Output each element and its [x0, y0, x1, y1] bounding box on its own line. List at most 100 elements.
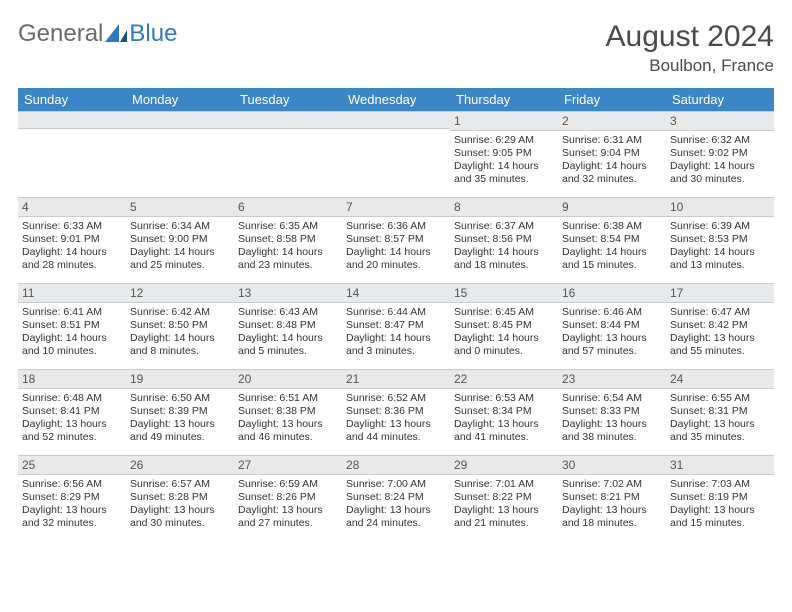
day-number: 23 [558, 369, 666, 389]
day-content: Sunrise: 6:50 AMSunset: 8:39 PMDaylight:… [126, 389, 234, 451]
day-number: 3 [666, 111, 774, 131]
day-content: Sunrise: 6:46 AMSunset: 8:44 PMDaylight:… [558, 303, 666, 365]
day-number: 11 [18, 283, 126, 303]
logo: General Blue [18, 20, 177, 48]
weekday-header: Saturday [666, 88, 774, 111]
day-content: Sunrise: 6:39 AMSunset: 8:53 PMDaylight:… [666, 217, 774, 279]
calendar-day-cell: 20Sunrise: 6:51 AMSunset: 8:38 PMDayligh… [234, 369, 342, 455]
calendar-day-cell [126, 111, 234, 197]
calendar-day-cell: 4Sunrise: 6:33 AMSunset: 9:01 PMDaylight… [18, 197, 126, 283]
day-number: 14 [342, 283, 450, 303]
calendar-day-cell: 8Sunrise: 6:37 AMSunset: 8:56 PMDaylight… [450, 197, 558, 283]
day-number: 15 [450, 283, 558, 303]
weekday-header: Friday [558, 88, 666, 111]
day-content: Sunrise: 6:53 AMSunset: 8:34 PMDaylight:… [450, 389, 558, 451]
day-number: 25 [18, 455, 126, 475]
logo-sail-icon [105, 24, 127, 44]
day-content: Sunrise: 6:56 AMSunset: 8:29 PMDaylight:… [18, 475, 126, 537]
calendar-day-cell: 6Sunrise: 6:35 AMSunset: 8:58 PMDaylight… [234, 197, 342, 283]
calendar-day-cell: 15Sunrise: 6:45 AMSunset: 8:45 PMDayligh… [450, 283, 558, 369]
calendar-day-cell: 19Sunrise: 6:50 AMSunset: 8:39 PMDayligh… [126, 369, 234, 455]
day-content: Sunrise: 6:54 AMSunset: 8:33 PMDaylight:… [558, 389, 666, 451]
calendar-day-cell: 14Sunrise: 6:44 AMSunset: 8:47 PMDayligh… [342, 283, 450, 369]
day-content: Sunrise: 6:36 AMSunset: 8:57 PMDaylight:… [342, 217, 450, 279]
day-content: Sunrise: 6:45 AMSunset: 8:45 PMDaylight:… [450, 303, 558, 365]
day-number: 19 [126, 369, 234, 389]
month-title: August 2024 [606, 20, 774, 54]
day-number: 4 [18, 197, 126, 217]
title-block: August 2024 Boulbon, France [606, 20, 774, 76]
calendar-day-cell: 28Sunrise: 7:00 AMSunset: 8:24 PMDayligh… [342, 455, 450, 541]
weekday-header-row: SundayMondayTuesdayWednesdayThursdayFrid… [18, 88, 774, 111]
calendar-table: SundayMondayTuesdayWednesdayThursdayFrid… [18, 88, 774, 541]
calendar-day-cell: 12Sunrise: 6:42 AMSunset: 8:50 PMDayligh… [126, 283, 234, 369]
day-content: Sunrise: 6:51 AMSunset: 8:38 PMDaylight:… [234, 389, 342, 451]
calendar-day-cell: 29Sunrise: 7:01 AMSunset: 8:22 PMDayligh… [450, 455, 558, 541]
calendar-week-row: 25Sunrise: 6:56 AMSunset: 8:29 PMDayligh… [18, 455, 774, 541]
calendar-day-cell: 21Sunrise: 6:52 AMSunset: 8:36 PMDayligh… [342, 369, 450, 455]
day-number: 28 [342, 455, 450, 475]
day-number: 26 [126, 455, 234, 475]
day-number: 18 [18, 369, 126, 389]
calendar-day-cell: 2Sunrise: 6:31 AMSunset: 9:04 PMDaylight… [558, 111, 666, 197]
calendar-day-cell: 31Sunrise: 7:03 AMSunset: 8:19 PMDayligh… [666, 455, 774, 541]
day-content: Sunrise: 6:47 AMSunset: 8:42 PMDaylight:… [666, 303, 774, 365]
calendar-body: 1Sunrise: 6:29 AMSunset: 9:05 PMDaylight… [18, 111, 774, 541]
calendar-day-cell: 11Sunrise: 6:41 AMSunset: 8:51 PMDayligh… [18, 283, 126, 369]
calendar-day-cell [18, 111, 126, 197]
day-number: 24 [666, 369, 774, 389]
empty-day-bar [234, 111, 342, 129]
location-label: Boulbon, France [606, 56, 774, 76]
day-content: Sunrise: 6:33 AMSunset: 9:01 PMDaylight:… [18, 217, 126, 279]
calendar-day-cell: 18Sunrise: 6:48 AMSunset: 8:41 PMDayligh… [18, 369, 126, 455]
logo-text-blue: Blue [129, 20, 177, 48]
day-number: 7 [342, 197, 450, 217]
logo-text-general: General [18, 20, 103, 48]
calendar-day-cell: 5Sunrise: 6:34 AMSunset: 9:00 PMDaylight… [126, 197, 234, 283]
calendar-day-cell: 1Sunrise: 6:29 AMSunset: 9:05 PMDaylight… [450, 111, 558, 197]
day-number: 30 [558, 455, 666, 475]
calendar-day-cell: 10Sunrise: 6:39 AMSunset: 8:53 PMDayligh… [666, 197, 774, 283]
day-content: Sunrise: 7:01 AMSunset: 8:22 PMDaylight:… [450, 475, 558, 537]
calendar-day-cell: 25Sunrise: 6:56 AMSunset: 8:29 PMDayligh… [18, 455, 126, 541]
day-content: Sunrise: 6:32 AMSunset: 9:02 PMDaylight:… [666, 131, 774, 193]
day-number: 5 [126, 197, 234, 217]
day-number: 27 [234, 455, 342, 475]
day-content: Sunrise: 6:59 AMSunset: 8:26 PMDaylight:… [234, 475, 342, 537]
empty-day-bar [18, 111, 126, 129]
calendar-day-cell: 17Sunrise: 6:47 AMSunset: 8:42 PMDayligh… [666, 283, 774, 369]
calendar-day-cell: 30Sunrise: 7:02 AMSunset: 8:21 PMDayligh… [558, 455, 666, 541]
day-content: Sunrise: 6:35 AMSunset: 8:58 PMDaylight:… [234, 217, 342, 279]
calendar-day-cell: 13Sunrise: 6:43 AMSunset: 8:48 PMDayligh… [234, 283, 342, 369]
calendar-week-row: 11Sunrise: 6:41 AMSunset: 8:51 PMDayligh… [18, 283, 774, 369]
weekday-header: Thursday [450, 88, 558, 111]
day-number: 9 [558, 197, 666, 217]
day-number: 1 [450, 111, 558, 131]
day-number: 13 [234, 283, 342, 303]
empty-day-bar [342, 111, 450, 129]
day-number: 20 [234, 369, 342, 389]
day-content: Sunrise: 7:02 AMSunset: 8:21 PMDaylight:… [558, 475, 666, 537]
calendar-day-cell: 27Sunrise: 6:59 AMSunset: 8:26 PMDayligh… [234, 455, 342, 541]
day-content: Sunrise: 6:34 AMSunset: 9:00 PMDaylight:… [126, 217, 234, 279]
day-number: 17 [666, 283, 774, 303]
day-content: Sunrise: 6:41 AMSunset: 8:51 PMDaylight:… [18, 303, 126, 365]
day-number: 29 [450, 455, 558, 475]
day-content: Sunrise: 6:52 AMSunset: 8:36 PMDaylight:… [342, 389, 450, 451]
calendar-day-cell: 24Sunrise: 6:55 AMSunset: 8:31 PMDayligh… [666, 369, 774, 455]
day-content: Sunrise: 6:57 AMSunset: 8:28 PMDaylight:… [126, 475, 234, 537]
day-content: Sunrise: 6:55 AMSunset: 8:31 PMDaylight:… [666, 389, 774, 451]
day-number: 8 [450, 197, 558, 217]
day-number: 2 [558, 111, 666, 131]
day-number: 31 [666, 455, 774, 475]
empty-day-bar [126, 111, 234, 129]
calendar-day-cell: 9Sunrise: 6:38 AMSunset: 8:54 PMDaylight… [558, 197, 666, 283]
day-content: Sunrise: 6:38 AMSunset: 8:54 PMDaylight:… [558, 217, 666, 279]
day-content: Sunrise: 6:44 AMSunset: 8:47 PMDaylight:… [342, 303, 450, 365]
weekday-header: Sunday [18, 88, 126, 111]
calendar-day-cell [234, 111, 342, 197]
calendar-week-row: 18Sunrise: 6:48 AMSunset: 8:41 PMDayligh… [18, 369, 774, 455]
calendar-day-cell: 23Sunrise: 6:54 AMSunset: 8:33 PMDayligh… [558, 369, 666, 455]
day-number: 6 [234, 197, 342, 217]
page-header: General Blue August 2024 Boulbon, France [18, 20, 774, 76]
